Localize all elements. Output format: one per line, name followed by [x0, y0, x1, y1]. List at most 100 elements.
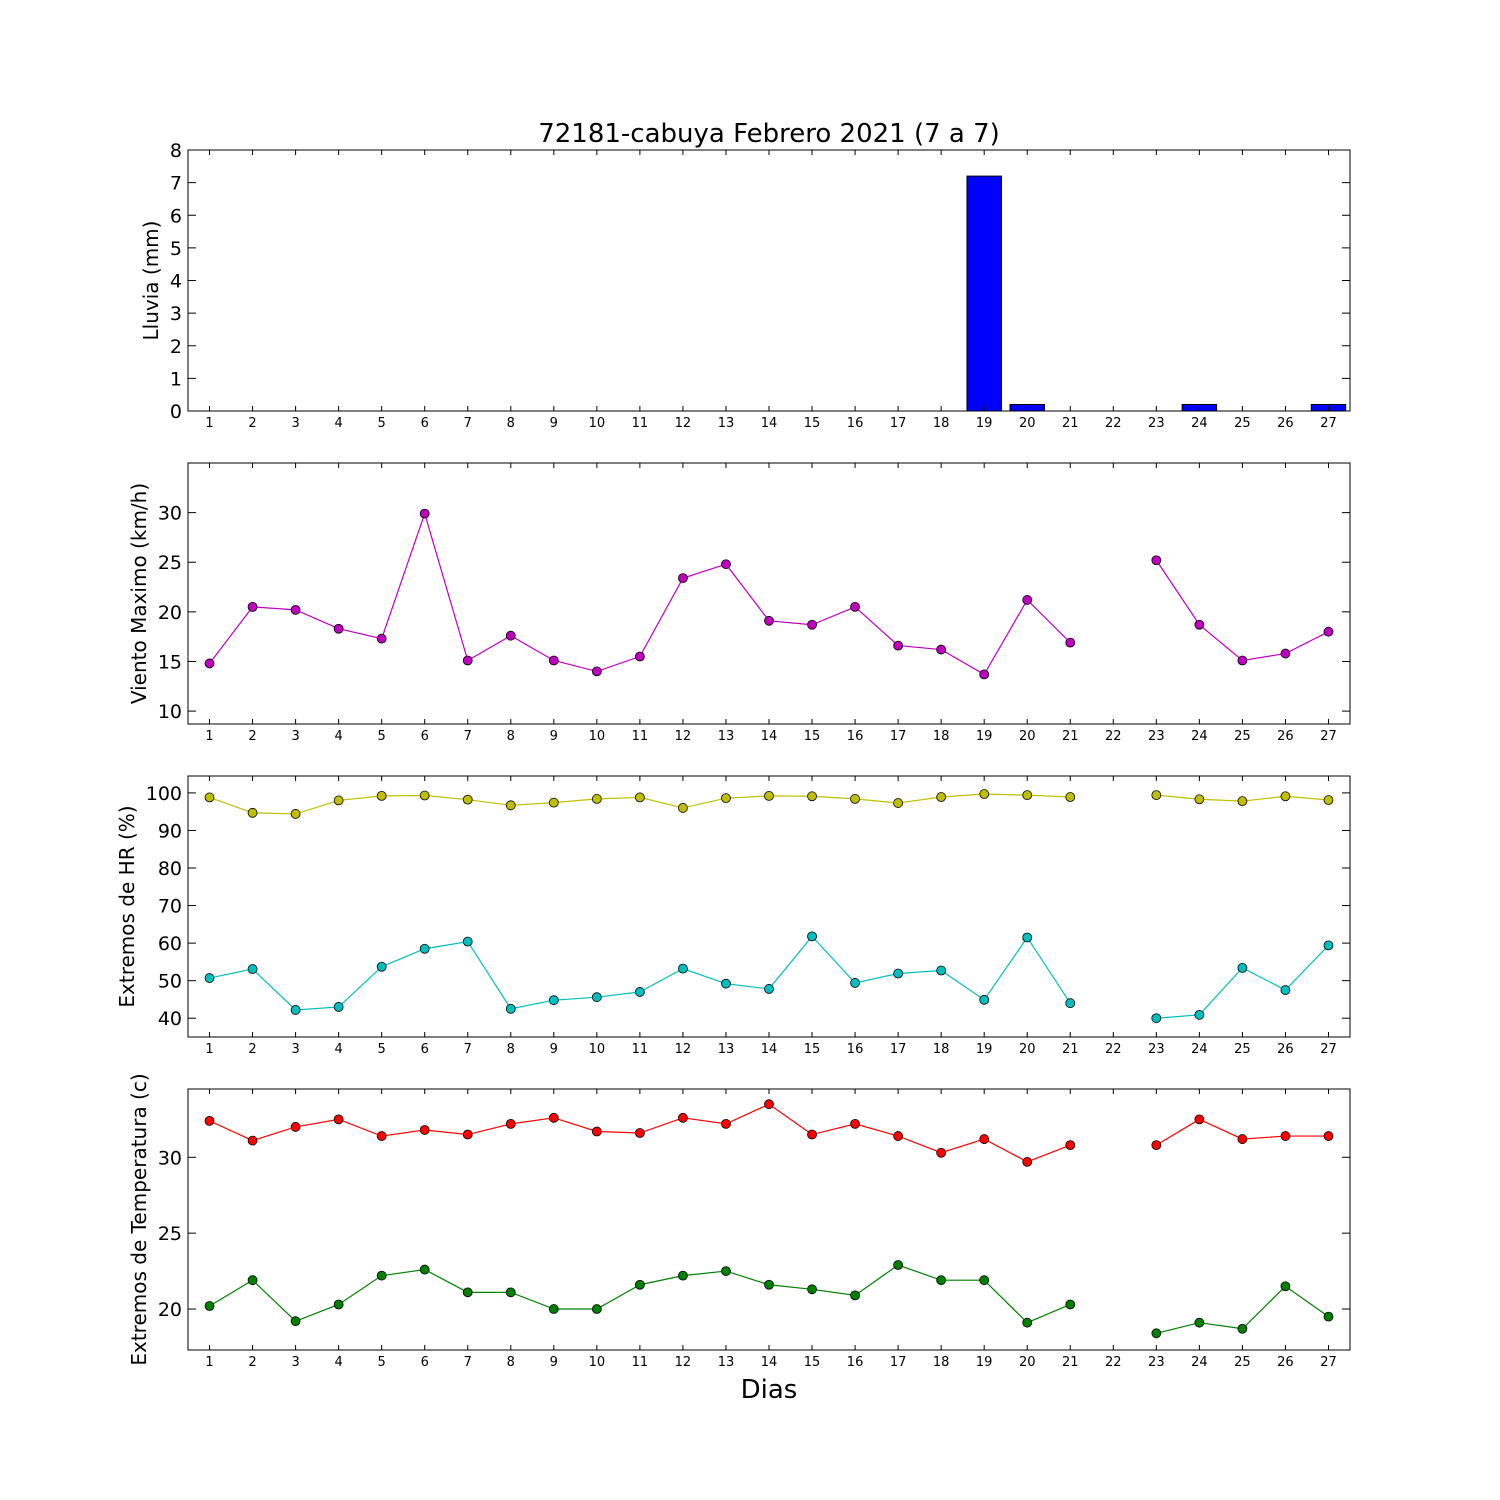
humidity-x-tick-label-14: 14	[761, 1042, 778, 1057]
temperature-series-0-point-day-4	[333, 1114, 344, 1125]
wind-x-tick-label-9: 9	[550, 729, 558, 744]
temperature-x-tick-label-4: 4	[334, 1355, 342, 1370]
humidity-series-0-point-day-13	[721, 793, 731, 804]
temperature-x-tick-label-6: 6	[421, 1355, 429, 1370]
wind-series-0-point-day-8	[505, 630, 516, 641]
wind-x-tick-label-13: 13	[718, 729, 735, 744]
temperature-series-0-point-day-24	[1194, 1114, 1205, 1125]
wind-x-tick-label-4: 4	[334, 729, 342, 744]
wind-series-0-point-day-9	[548, 655, 559, 666]
humidity-y-tick-label-70: 70	[158, 896, 182, 918]
humidity-x-tick-label-26: 26	[1277, 1042, 1294, 1057]
temperature-series-1-point-day-11	[634, 1279, 645, 1290]
wind-y-axis-label: Viento Maximo (km/h)	[127, 483, 151, 704]
rain-x-tick-label-11: 11	[632, 416, 649, 431]
humidity-series-1-point-day-10	[591, 992, 602, 1003]
temperature-x-tick-label-8: 8	[507, 1355, 515, 1370]
rain-y-tick-label-3: 3	[170, 303, 182, 325]
temperature-series-1-point-day-8	[505, 1287, 516, 1298]
temperature-series-1-point-day-14	[764, 1279, 774, 1290]
humidity-series-1-point-day-9	[548, 995, 559, 1006]
humidity-y-tick-label-40: 40	[158, 1008, 182, 1030]
humidity-series-0-point-day-11	[634, 792, 645, 803]
temperature-series-0-point-day-20	[1022, 1156, 1033, 1167]
temperature-series-1-point-day-1	[204, 1301, 215, 1311]
humidity-x-tick-label-5: 5	[378, 1042, 386, 1057]
temperature-x-tick-label-11: 11	[632, 1355, 649, 1370]
humidity-series-1-point-day-27	[1323, 940, 1334, 951]
wind-x-tick-label-19: 19	[976, 729, 993, 744]
humidity-y-tick-label-50: 50	[158, 971, 182, 993]
rain-x-tick-label-15: 15	[804, 416, 821, 431]
rain-x-tick-label-7: 7	[464, 416, 472, 431]
rain-y-tick-label-5: 5	[170, 238, 182, 260]
temperature-series-0-point-day-27	[1323, 1131, 1334, 1141]
temperature-series-1-point-day-27	[1323, 1311, 1334, 1322]
humidity-x-tick-label-20: 20	[1019, 1042, 1036, 1057]
humidity-series-0-point-day-20	[1022, 790, 1033, 801]
wind-series-0-point-day-19	[979, 669, 990, 680]
wind-x-tick-label-25: 25	[1234, 729, 1251, 744]
humidity-series-0-point-day-16	[850, 794, 860, 804]
wind-series-0-point-day-26	[1280, 648, 1291, 659]
temperature-x-tick-label-15: 15	[804, 1355, 821, 1370]
temperature-series-0-point-day-25	[1237, 1134, 1248, 1144]
temperature-x-tick-label-27: 27	[1320, 1355, 1337, 1370]
temperature-y-axis-label: Extremos de Temperatura (c)	[127, 1073, 151, 1365]
humidity-x-tick-label-13: 13	[718, 1042, 735, 1057]
rain-x-tick-label-10: 10	[589, 416, 606, 431]
rain-y-tick-label-2: 2	[170, 336, 182, 358]
temperature-x-tick-label-25: 25	[1234, 1355, 1251, 1370]
wind-x-tick-label-2: 2	[248, 729, 256, 744]
humidity-series-0-point-day-9	[548, 797, 559, 808]
temperature-series-0-point-day-15	[807, 1129, 817, 1140]
temperature-x-tick-label-12: 12	[675, 1355, 692, 1370]
wind-y-tick-label-20: 20	[158, 602, 182, 624]
humidity-y-axis-label: Extremos de HR (%)	[115, 805, 139, 1007]
wind-x-tick-label-20: 20	[1019, 729, 1036, 744]
wind-x-tick-label-15: 15	[804, 729, 821, 744]
temperature-series-0-point-day-1	[204, 1115, 215, 1126]
wind-series-0-point-day-14	[764, 615, 774, 626]
temperature-series-0-point-day-11	[634, 1128, 645, 1138]
rain-y-tick-label-1: 1	[170, 368, 182, 390]
humidity-series-1-point-day-11	[634, 987, 645, 997]
humidity-series-0-point-day-19	[979, 789, 990, 799]
temperature-y-tick-label-30: 30	[158, 1147, 182, 1169]
wind-series-0-point-day-25	[1237, 655, 1248, 666]
wind-x-tick-label-11: 11	[632, 729, 649, 744]
humidity-panel: 1 2 3 4 5 6 7 8 9 10 11 12 13 14 15 16 17 18 19 20 21 22 23 24 2…	[115, 775, 1351, 1057]
humidity-series-0-point-day-3	[290, 809, 301, 819]
rain-x-tick-label-16: 16	[847, 416, 864, 431]
wind-y-tick-label-25: 25	[158, 552, 182, 574]
humidity-x-tick-label-15: 15	[804, 1042, 821, 1057]
humidity-series-1-point-day-5	[376, 961, 387, 972]
humidity-series-0-point-day-14	[764, 791, 774, 801]
rain-x-tick-label-6: 6	[421, 416, 429, 431]
wind-series-0-point-day-11	[634, 651, 645, 662]
rain-x-tick-label-8: 8	[507, 416, 515, 431]
wind-series-0-point-day-21	[1065, 637, 1076, 648]
temperature-x-tick-label-19: 19	[976, 1355, 993, 1370]
humidity-series-0-point-day-23	[1151, 790, 1162, 801]
humidity-x-tick-label-2: 2	[248, 1042, 256, 1057]
humidity-series-1-point-day-13	[721, 978, 731, 989]
temperature-series-1-point-day-3	[290, 1316, 301, 1327]
rain-x-tick-label-19: 19	[976, 416, 993, 431]
temperature-x-tick-label-1: 1	[205, 1355, 213, 1370]
humidity-series-0-point-day-24	[1194, 794, 1205, 805]
humidity-series-1-point-day-6	[419, 943, 430, 954]
wind-x-tick-label-18: 18	[933, 729, 950, 744]
rain-y-tick-label-8: 8	[170, 140, 182, 162]
humidity-x-tick-label-24: 24	[1191, 1042, 1208, 1057]
temperature-series-1-point-day-17	[893, 1260, 904, 1270]
humidity-x-tick-label-12: 12	[675, 1042, 692, 1057]
rain-axes-frame	[187, 149, 1351, 412]
humidity-x-tick-label-7: 7	[464, 1042, 472, 1057]
humidity-series-0-point-day-2	[247, 807, 258, 818]
humidity-x-tick-label-19: 19	[976, 1042, 993, 1057]
wind-series-0-point-day-13	[721, 559, 731, 570]
humidity-series-1-point-day-16	[850, 978, 860, 988]
humidity-series-1-point-day-12	[678, 963, 688, 974]
temperature-series-1-point-day-21	[1065, 1299, 1076, 1310]
